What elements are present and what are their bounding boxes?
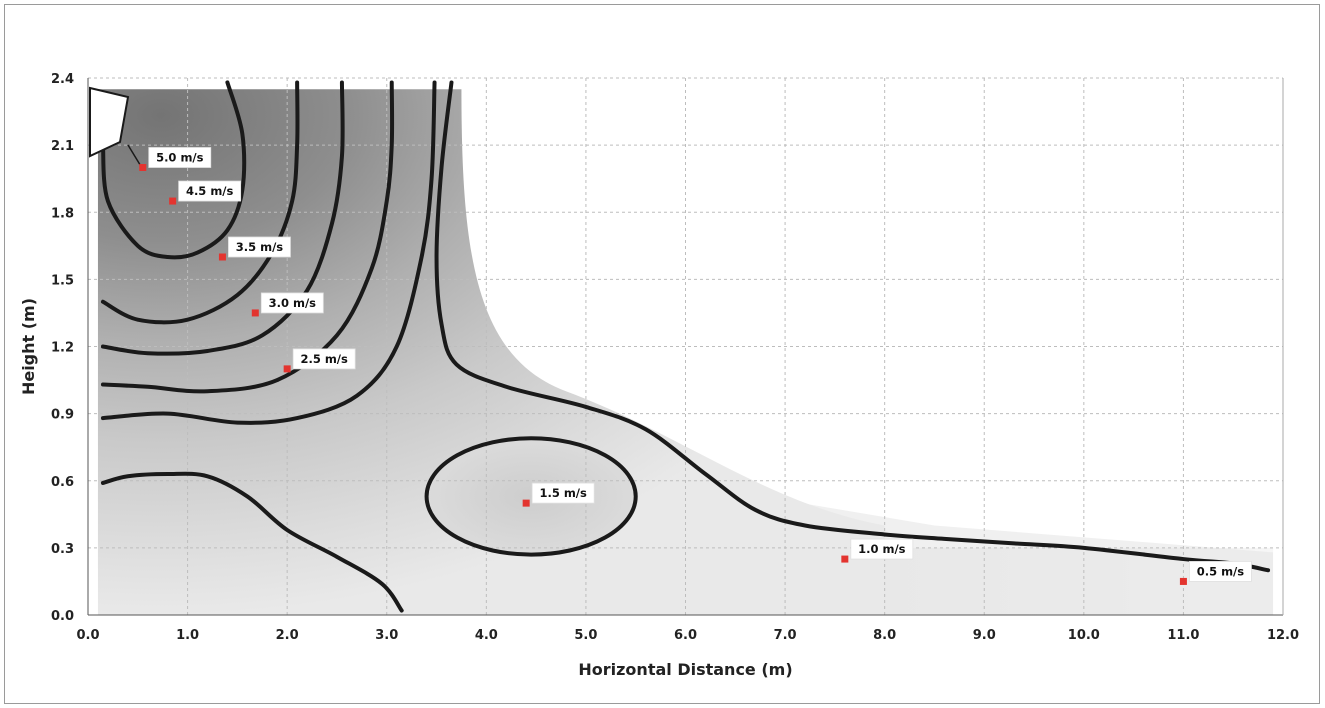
- velocity-label: 3.5 m/s: [236, 240, 284, 254]
- y-axis-title: Height (m): [19, 298, 38, 395]
- velocity-label-box: [292, 348, 356, 370]
- x-tick-label: 6.0: [674, 628, 697, 643]
- ellipse-fill: [426, 438, 636, 555]
- contour-line: [100, 80, 300, 325]
- y-tick-label: 0.6: [51, 475, 74, 490]
- velocity-marker: [169, 197, 177, 205]
- velocity-label-box: [1189, 561, 1252, 582]
- x-tick-label: 11.0: [1167, 628, 1199, 643]
- velocity-marker: [139, 164, 147, 171]
- x-tick-label: 12.0: [1267, 628, 1299, 643]
- y-tick-label: 1.5: [51, 273, 74, 288]
- y-tick-label: 1.2: [51, 341, 74, 356]
- x-axis-title: Horizontal Distance (m): [578, 660, 792, 679]
- x-tick-label: 1.0: [176, 628, 199, 643]
- y-tick-label: 1.8: [51, 206, 74, 221]
- velocity-marker: [841, 555, 849, 563]
- velocity-marker: [251, 309, 259, 317]
- velocity-label-box: [531, 482, 595, 504]
- y-tick-label: 0.0: [51, 609, 74, 624]
- x-tick-label: 10.0: [1068, 628, 1100, 643]
- contour-lines: [89, 80, 1271, 613]
- x-tick-label: 7.0: [774, 628, 797, 643]
- velocity-label: 4.5 m/s: [186, 184, 234, 198]
- contour-line: [100, 80, 437, 425]
- velocity-label-box: [260, 292, 324, 314]
- axes: [87, 78, 1284, 616]
- contour-line: [100, 80, 247, 260]
- velocity-label: 1.5 m/s: [539, 486, 587, 500]
- velocity-label-box: [228, 236, 291, 258]
- velocity-marker: [283, 365, 291, 373]
- velocity-label: 0.5 m/s: [1197, 564, 1245, 578]
- velocity-label: 2.5 m/s: [300, 352, 348, 366]
- x-tick-label: 9.0: [973, 628, 996, 643]
- velocity-label: 5.0 m/s: [156, 151, 204, 165]
- jet-core-fill: [97, 89, 885, 615]
- velocity-marker: [1179, 577, 1187, 585]
- velocity-marker: [522, 499, 530, 507]
- contour-line: [434, 80, 1271, 573]
- velocity-label-box: [850, 538, 914, 560]
- y-tick-label: 2.1: [51, 139, 74, 154]
- velocity-label-box: [178, 180, 242, 202]
- y-tick-label: 0.9: [51, 408, 74, 423]
- tick-labels: 0.0 1.0 2.0 3.0 4.0 5.0 6.0 7.0 8.0 9.0 10.0 11.0 12…: [51, 72, 1299, 643]
- x-tick-label: 3.0: [375, 628, 398, 643]
- x-tick-label: 8.0: [873, 628, 896, 643]
- x-tick-label: 4.0: [475, 628, 498, 643]
- velocity-label: 1.0 m/s: [858, 542, 906, 556]
- x-tick-label: 2.0: [276, 628, 299, 643]
- y-tick-label: 0.3: [51, 542, 74, 557]
- contour-line: [100, 80, 395, 394]
- x-tick-label: 5.0: [574, 628, 597, 643]
- air-outlet-icon: [89, 86, 130, 158]
- velocity-annotations: 5.0 m/s 4.5 m/s 3.5 m/s 3.0 m/s 2.5 m/s 1.5 m…: [139, 147, 1252, 585]
- velocity-shading: [97, 89, 1274, 615]
- contour-ellipse: [424, 436, 638, 557]
- x-tick-label: 0.0: [76, 628, 99, 643]
- velocity-label-box: [148, 147, 212, 168]
- velocity-marker: [218, 253, 226, 261]
- velocity-label: 3.0 m/s: [269, 296, 317, 310]
- y-tick-label: 2.4: [51, 72, 74, 87]
- contour-line: [100, 471, 404, 613]
